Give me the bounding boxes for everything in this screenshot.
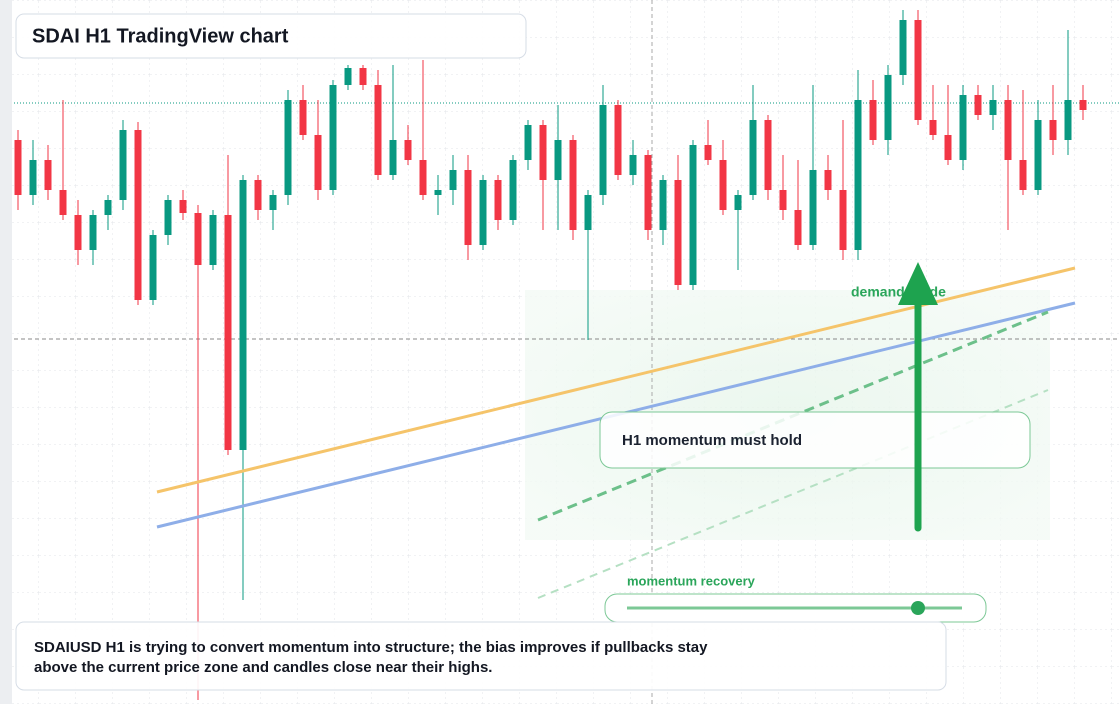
- candle-body: [584, 195, 592, 230]
- candle-body: [179, 200, 187, 213]
- candle-body: [914, 20, 922, 120]
- candle-body: [794, 210, 802, 245]
- candle-body: [779, 190, 787, 210]
- candle-body: [374, 85, 382, 175]
- candle-body: [629, 155, 637, 175]
- candle-body: [74, 215, 82, 250]
- candle-body: [674, 180, 682, 285]
- candle-body: [119, 130, 127, 200]
- candle-body: [599, 105, 607, 195]
- candle-body: [254, 180, 262, 210]
- candle-body: [809, 170, 817, 245]
- candle-body: [689, 145, 697, 285]
- candle-body: [14, 140, 22, 195]
- description-line: above the current price zone and candles…: [34, 659, 492, 676]
- candle-body: [464, 170, 472, 245]
- candle-body: [659, 180, 667, 230]
- candle-body: [614, 105, 622, 175]
- hold-label: H1 momentum must hold: [622, 432, 802, 449]
- candle-body: [419, 160, 427, 195]
- title-box: [15, 13, 527, 59]
- candle-body: [164, 200, 172, 235]
- candle-body: [344, 68, 352, 85]
- candle-body: [149, 235, 157, 300]
- candle-body: [704, 145, 712, 160]
- slider-knob: [911, 601, 925, 615]
- chart-title: SDAI H1 TradingView chart: [32, 25, 289, 47]
- candle-body: [224, 215, 232, 450]
- candle-body: [719, 160, 727, 210]
- recovery-label: momentum recovery: [627, 573, 756, 588]
- candle-body: [209, 215, 217, 265]
- candle-body: [44, 160, 52, 190]
- candle-body: [104, 200, 112, 215]
- left-strip: [0, 0, 12, 704]
- trend-orange: [156, 266, 1076, 494]
- candle-body: [59, 190, 67, 215]
- candle-body: [749, 120, 757, 195]
- candle-body: [869, 100, 877, 140]
- candle-body: [929, 120, 937, 135]
- candles: [14, 10, 1087, 700]
- candle-body: [884, 75, 892, 140]
- candle-body: [404, 140, 412, 160]
- candle-body: [194, 213, 202, 265]
- candle-body: [824, 170, 832, 190]
- candle-body: [944, 135, 952, 160]
- candle-body: [29, 160, 37, 195]
- candle-body: [314, 135, 322, 190]
- candle-body: [89, 215, 97, 250]
- candle-body: [134, 130, 142, 300]
- candle-body: [539, 125, 547, 180]
- candle-body: [359, 68, 367, 85]
- candle-body: [479, 180, 487, 245]
- candle-body: [239, 180, 247, 450]
- description-box: [15, 621, 947, 691]
- candle-body: [644, 155, 652, 230]
- candle-body: [1049, 120, 1057, 140]
- candle-body: [839, 190, 847, 250]
- candle-body: [524, 125, 532, 160]
- description-line: SDAIUSD H1 is trying to convert momentum…: [34, 639, 708, 656]
- candle-body: [509, 160, 517, 220]
- candle-body: [989, 100, 997, 115]
- candle-body: [854, 100, 862, 250]
- candle-body: [899, 20, 907, 75]
- hold-box: [599, 411, 1031, 469]
- candle-body: [494, 180, 502, 220]
- candle-body: [434, 190, 442, 195]
- candle-body: [329, 85, 337, 190]
- candle-body: [1034, 120, 1042, 190]
- candle-body: [1004, 100, 1012, 160]
- candle-body: [959, 95, 967, 160]
- candle-body: [1019, 160, 1027, 190]
- candle-body: [269, 195, 277, 210]
- candle-body: [389, 140, 397, 175]
- trend-light: [537, 389, 1049, 599]
- candle-body: [554, 140, 562, 180]
- candle-body: [449, 170, 457, 190]
- candle-body: [1079, 100, 1087, 110]
- candle-body: [569, 140, 577, 230]
- candle-body: [284, 100, 292, 195]
- candle-body: [764, 120, 772, 190]
- candle-body: [974, 95, 982, 115]
- candle-body: [734, 195, 742, 210]
- candle-body: [1064, 100, 1072, 140]
- candle-body: [299, 100, 307, 135]
- arrow-head: [898, 262, 938, 305]
